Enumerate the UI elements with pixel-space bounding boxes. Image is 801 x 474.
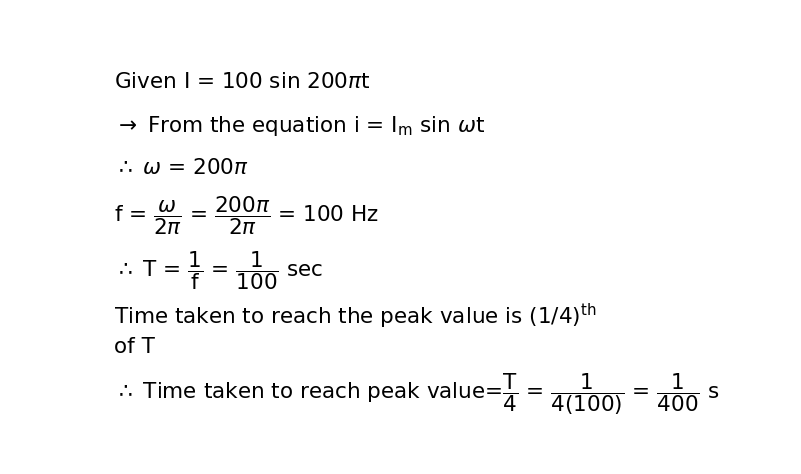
Text: $\therefore$ Time taken to reach peak value=$\dfrac{\mathrm{T}}{4}$ = $\dfrac{1}: $\therefore$ Time taken to reach peak va… xyxy=(114,372,719,417)
Text: $\therefore$ T = $\dfrac{1}{\mathrm{f}}$ = $\dfrac{1}{100}$ sec: $\therefore$ T = $\dfrac{1}{\mathrm{f}}$… xyxy=(114,249,323,292)
Text: Given I = 100 sin 200$\pi$t: Given I = 100 sin 200$\pi$t xyxy=(114,73,370,92)
Text: $\therefore$ $\omega$ = 200$\pi$: $\therefore$ $\omega$ = 200$\pi$ xyxy=(114,158,248,178)
Text: $\rightarrow$ From the equation i = I$_{\mathrm{m}}$ sin $\omega$t: $\rightarrow$ From the equation i = I$_{… xyxy=(114,114,485,138)
Text: f = $\dfrac{\omega}{2\pi}$ = $\dfrac{200\pi}{2\pi}$ = 100 Hz: f = $\dfrac{\omega}{2\pi}$ = $\dfrac{200… xyxy=(114,194,379,237)
Text: Time taken to reach the peak value is (1/4)$^{\mathrm{th}}$: Time taken to reach the peak value is (1… xyxy=(114,301,597,331)
Text: of T: of T xyxy=(114,337,155,357)
